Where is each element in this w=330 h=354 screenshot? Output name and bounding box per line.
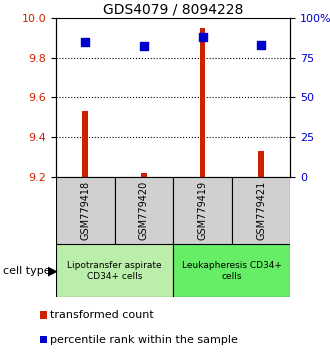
Point [83, 39, 88, 45]
FancyBboxPatch shape [56, 177, 115, 244]
Title: GDS4079 / 8094228: GDS4079 / 8094228 [103, 2, 244, 17]
Text: cell type: cell type [3, 266, 51, 276]
Point [258, 42, 264, 47]
Text: GSM779418: GSM779418 [81, 181, 90, 240]
Text: Leukapheresis CD34+
cells: Leukapheresis CD34+ cells [182, 261, 282, 281]
FancyBboxPatch shape [56, 244, 173, 297]
Bar [258, 151, 264, 177]
Text: ▶: ▶ [48, 264, 57, 277]
FancyBboxPatch shape [232, 177, 290, 244]
Text: percentile rank within the sample: percentile rank within the sample [50, 335, 238, 345]
Text: transformed count: transformed count [50, 310, 154, 320]
Bar [82, 111, 88, 177]
Bar [200, 28, 206, 177]
FancyBboxPatch shape [173, 177, 232, 244]
Point [141, 44, 147, 49]
Text: GSM779420: GSM779420 [139, 181, 149, 240]
Point [200, 34, 205, 40]
FancyBboxPatch shape [173, 244, 290, 297]
Bar [141, 173, 147, 177]
Text: GSM779421: GSM779421 [256, 181, 266, 240]
Text: GSM779419: GSM779419 [198, 181, 208, 240]
Text: Lipotransfer aspirate
CD34+ cells: Lipotransfer aspirate CD34+ cells [67, 261, 162, 281]
FancyBboxPatch shape [115, 177, 173, 244]
